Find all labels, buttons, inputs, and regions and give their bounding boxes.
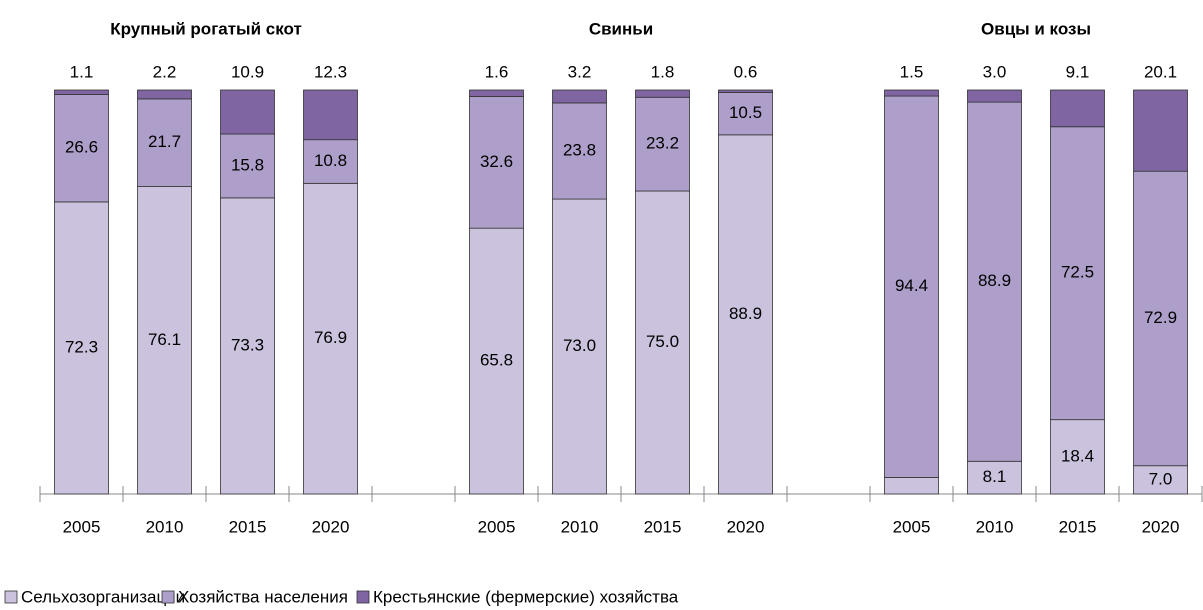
group-title: Свиньи xyxy=(589,19,653,38)
data-label: 8.1 xyxy=(983,467,1007,486)
bar-segment xyxy=(884,95,939,478)
bar-segment xyxy=(552,89,607,104)
bar-segment xyxy=(137,186,192,495)
legend-label: Хозяйства населения xyxy=(178,587,348,606)
x-tick-label: 2005 xyxy=(893,517,931,536)
bar-segment xyxy=(552,102,607,200)
data-label: 15.8 xyxy=(231,155,264,174)
data-label: 21.7 xyxy=(148,132,181,151)
data-label: 1.1 xyxy=(70,62,94,81)
x-tick-label: 2015 xyxy=(644,517,682,536)
bar-segment xyxy=(1050,126,1105,421)
legend-swatch xyxy=(356,590,370,604)
group-title: Крупный рогатый скот xyxy=(110,19,302,38)
x-tick-label: 2010 xyxy=(561,517,599,536)
x-tick-label: 2015 xyxy=(229,517,267,536)
legend-swatch xyxy=(161,590,175,604)
data-label: 94.4 xyxy=(895,276,928,295)
data-label: 72.9 xyxy=(1144,308,1177,327)
x-tick-label: 2020 xyxy=(1142,517,1180,536)
bar-segment xyxy=(552,198,607,495)
x-tick-label: 2005 xyxy=(63,517,101,536)
data-label: 75.0 xyxy=(646,332,679,351)
bar-segment xyxy=(220,197,275,495)
data-label: 3.0 xyxy=(983,62,1007,81)
data-label: 10.9 xyxy=(231,62,264,81)
data-label: 9.1 xyxy=(1066,62,1090,81)
data-label: 73.3 xyxy=(231,335,264,354)
bar-segment xyxy=(635,96,690,192)
data-label: 1.5 xyxy=(900,62,924,81)
bar-segment xyxy=(967,89,1022,103)
data-label: 10.8 xyxy=(314,151,347,170)
x-tick-label: 2020 xyxy=(727,517,765,536)
x-tick-label: 2010 xyxy=(976,517,1014,536)
data-label: 23.8 xyxy=(563,140,596,159)
data-label: 2.2 xyxy=(153,62,177,81)
data-label: 72.3 xyxy=(65,337,98,356)
bar-segment xyxy=(718,92,773,136)
data-label: 32.6 xyxy=(480,152,513,171)
bar-segment xyxy=(54,94,109,203)
data-label: 65.8 xyxy=(480,351,513,370)
bar-segment xyxy=(884,477,939,495)
bar-segment xyxy=(303,139,358,184)
x-tick-label: 2015 xyxy=(1059,517,1097,536)
legend-swatch xyxy=(4,590,18,604)
bar-segment xyxy=(718,134,773,495)
bar-segment xyxy=(1133,465,1188,495)
data-label: 88.9 xyxy=(729,304,762,323)
bar-segment xyxy=(303,89,358,141)
data-label: 76.9 xyxy=(314,328,347,347)
legend-label: Сельхозорганизации xyxy=(21,587,185,606)
data-label: 18.4 xyxy=(1061,446,1094,465)
bar-segment xyxy=(967,101,1022,462)
data-label: 88.9 xyxy=(978,271,1011,290)
bar-segment xyxy=(54,89,109,95)
data-label: 3.2 xyxy=(568,62,592,81)
data-label: 1.8 xyxy=(651,62,675,81)
data-label: 26.6 xyxy=(65,138,98,157)
bar-segment xyxy=(469,227,524,495)
bar-segment xyxy=(54,201,109,495)
x-tick-label: 2010 xyxy=(146,517,184,536)
bar-segment xyxy=(303,182,358,495)
data-label: 72.5 xyxy=(1061,263,1094,282)
bar-segment xyxy=(220,133,275,199)
bar-segment xyxy=(635,190,690,495)
bar-segment xyxy=(718,89,773,93)
bar-segment xyxy=(967,460,1022,495)
data-label: 73.0 xyxy=(563,336,596,355)
data-label: 76.1 xyxy=(148,330,181,349)
legend-label: Крестьянские (фермерские) хозяйства xyxy=(373,587,679,606)
data-label: 23.2 xyxy=(646,134,679,153)
bar-segment xyxy=(884,89,939,97)
bar-segment xyxy=(1050,89,1105,128)
bar-segment xyxy=(635,89,690,98)
bar-segment xyxy=(469,96,524,229)
data-label: 12.3 xyxy=(314,62,347,81)
bar-segment xyxy=(1050,419,1105,495)
bar-segment xyxy=(220,89,275,135)
bar-segment xyxy=(137,98,192,187)
x-tick-label: 2020 xyxy=(312,517,350,536)
bar-segment xyxy=(1133,170,1188,467)
data-label: 7.0 xyxy=(1149,469,1173,488)
group-title: Овцы и козы xyxy=(981,19,1091,38)
data-label: 10.5 xyxy=(729,103,762,122)
x-tick-label: 2005 xyxy=(478,517,516,536)
bar-segment xyxy=(137,89,192,100)
bar-segment xyxy=(469,89,524,97)
data-label: 20.1 xyxy=(1144,62,1177,81)
data-label: 1.6 xyxy=(485,62,509,81)
data-label: 0.6 xyxy=(734,62,758,81)
bar-segment xyxy=(1133,89,1188,172)
